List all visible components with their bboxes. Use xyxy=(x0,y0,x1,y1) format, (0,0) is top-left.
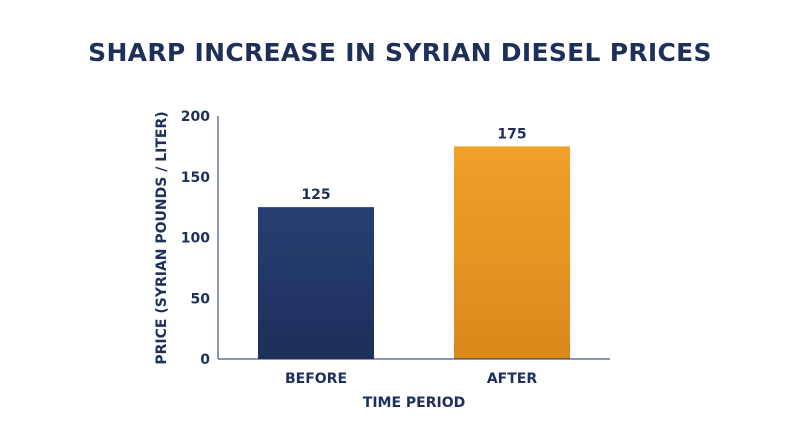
x-axis-label: TIME PERIOD xyxy=(363,395,465,411)
data-label-after: 175 xyxy=(497,126,526,142)
y-ticks-group: 0 50 100 150 200 xyxy=(181,109,210,368)
x-tick-label-before: BEFORE xyxy=(285,371,347,387)
y-tick-label: 150 xyxy=(181,170,210,186)
data-label-before: 125 xyxy=(301,187,330,203)
x-tick-label-after: AFTER xyxy=(487,371,538,387)
data-labels-group: 125 175 xyxy=(301,126,526,203)
y-axis-label: PRICE (SYRIAN POUNDS / LITER) xyxy=(154,111,170,364)
y-tick-label: 200 xyxy=(181,109,210,125)
chart-title: SHARP INCREASE IN SYRIAN DIESEL PRICES xyxy=(88,38,712,67)
bar-before xyxy=(258,207,374,359)
bar-after xyxy=(454,146,570,359)
bars-group xyxy=(258,146,570,359)
y-tick-label: 100 xyxy=(181,231,210,247)
y-tick-label: 50 xyxy=(191,291,211,307)
x-categories-group: BEFORE AFTER xyxy=(285,371,537,387)
y-tick-label: 0 xyxy=(200,352,210,368)
